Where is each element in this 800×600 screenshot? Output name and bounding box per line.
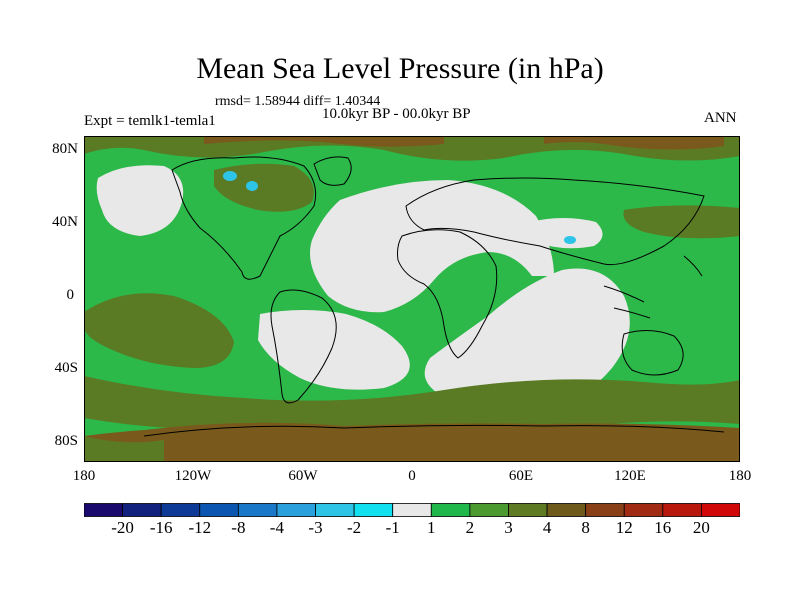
lon-label-60e: 60E	[508, 468, 534, 484]
lon-label-180w: 180	[72, 468, 96, 484]
coastlines	[143, 156, 725, 437]
lon-label-0: 0	[408, 468, 416, 484]
chart-title: Mean Sea Level Pressure (in hPa)	[196, 52, 604, 85]
central-asia-cyan-spot	[564, 236, 576, 244]
lat-label-80s: 80S	[54, 433, 78, 449]
colorbar-label: -3	[308, 518, 323, 537]
colorbar-cell	[84, 503, 123, 517]
map-frame	[84, 136, 740, 462]
antarctic-olive-edge	[84, 436, 164, 462]
south-america-coast	[270, 289, 337, 404]
colorbar-cell	[469, 503, 509, 517]
atlantic-neutral-region	[310, 180, 554, 313]
colorbar-label: -12	[188, 518, 212, 537]
indian-ocean-neutral	[424, 268, 630, 415]
canada-cyan-spot-west	[223, 171, 237, 181]
colorbar-cell	[276, 503, 316, 517]
colorbar	[84, 503, 740, 517]
maritime-islands-coast	[603, 255, 703, 319]
pressure-map	[84, 136, 740, 462]
colorbar-cell	[122, 503, 162, 517]
north-pacific-olive	[623, 205, 740, 239]
colorbar-label: -2	[347, 518, 362, 537]
colorbar-cell	[160, 503, 201, 517]
colorbar-cell	[701, 503, 740, 517]
siberia-brown-patch	[544, 136, 724, 150]
colorbar-label: -1	[385, 518, 400, 537]
south-atlantic-neutral	[258, 310, 410, 390]
colorbar-label: 16	[654, 518, 672, 537]
colorbar-label: -4	[269, 518, 284, 537]
season-label: ANN	[704, 110, 737, 126]
eurasia-coast	[405, 177, 705, 266]
central-asia-neutral	[528, 218, 603, 249]
lat-label-80n: 80N	[52, 141, 78, 157]
colorbar-cell	[585, 503, 625, 517]
lon-label-60w: 60W	[288, 468, 318, 484]
colorbar-label: 1	[427, 518, 436, 537]
colorbar-label: -20	[111, 518, 134, 537]
greenland-coast	[313, 156, 352, 186]
south-pacific-olive	[84, 293, 234, 368]
colorbar-cell	[392, 503, 432, 517]
colorbar-cell	[430, 503, 471, 517]
colorbar-label: 4	[542, 518, 552, 537]
lat-label-40n: 40N	[52, 214, 78, 230]
canada-olive-patch	[214, 163, 314, 212]
colorbar-cell	[508, 503, 548, 517]
antarctic-brown-band	[84, 422, 740, 462]
canada-cyan-spot-east	[246, 181, 258, 191]
southern-olive-band	[84, 376, 740, 430]
colorbar-cell	[662, 503, 702, 517]
colorbar-label: 2	[465, 518, 475, 537]
lat-label-0: 0	[66, 287, 75, 303]
colorbar-cell	[546, 503, 587, 517]
lon-label-120w: 120W	[174, 468, 212, 484]
lon-label-180e: 180	[728, 468, 752, 484]
australia-coast	[621, 330, 684, 376]
stats-text: rmsd= 1.58944 diff= 1.40344	[215, 94, 381, 109]
colorbar-label: 8	[581, 518, 590, 537]
arctic-olive-band	[84, 136, 740, 161]
colorbar-label: 3	[504, 518, 513, 537]
colorbar-label: -16	[149, 518, 173, 537]
colorbar-label: 12	[615, 518, 633, 537]
north-pacific-neutral	[96, 165, 184, 236]
africa-coast	[397, 229, 498, 359]
colorbar-cell	[237, 503, 278, 517]
colorbar-cell	[199, 503, 239, 517]
antarctica-coast	[143, 424, 725, 437]
colorbar-cell	[315, 503, 355, 517]
colorbar-label: -8	[231, 518, 246, 537]
colorbar-label: 20	[692, 518, 710, 537]
lat-label-40s: 40S	[54, 360, 78, 376]
colorbar-cell	[623, 503, 664, 517]
north-america-coast	[171, 156, 317, 280]
colorbar-cell	[353, 503, 394, 517]
period-text: 10.0kyr BP - 00.0kyr BP	[322, 106, 471, 122]
arctic-brown-patch	[204, 136, 444, 147]
experiment-label: Expt = temlk1-temla1	[84, 113, 216, 129]
lon-label-120e: 120E	[614, 468, 646, 484]
